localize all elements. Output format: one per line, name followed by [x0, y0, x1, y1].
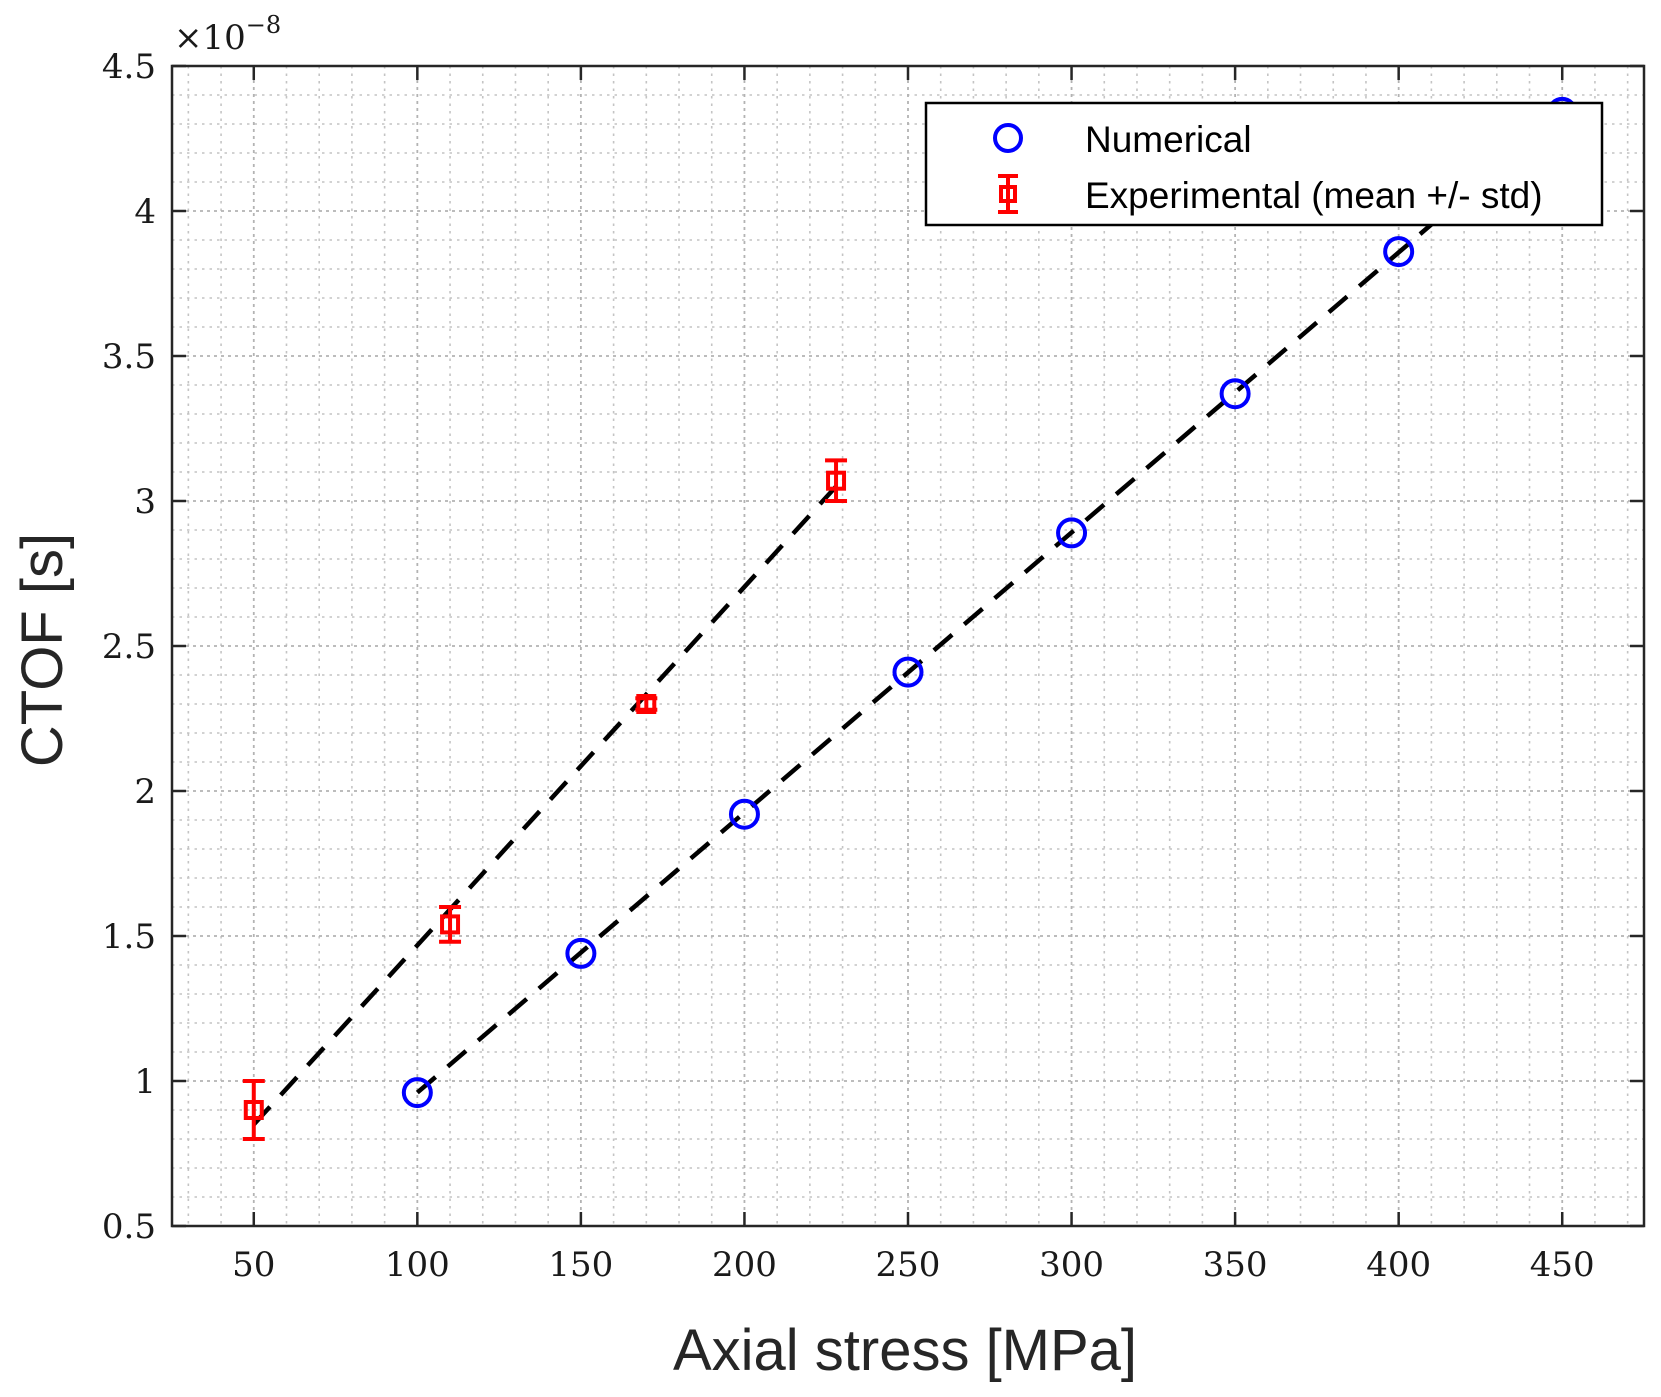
y-tick-label: 3 — [134, 482, 156, 522]
numerical-point — [565, 937, 597, 969]
experimental-marker — [243, 1100, 264, 1120]
x-axis-title: Axial stress [MPa] — [673, 1318, 1137, 1383]
data-series — [242, 96, 1578, 1141]
x-tick-label: 150 — [548, 1245, 613, 1285]
x-tick-label: 350 — [1203, 1245, 1268, 1285]
x-tick-label: 250 — [876, 1245, 941, 1285]
y-tick-label: 2 — [134, 772, 156, 812]
experimental-marker — [826, 470, 847, 491]
y-tick-label: 1 — [134, 1062, 156, 1102]
x-tick-label: 400 — [1366, 1245, 1431, 1285]
y-scale-exponent: −8 — [246, 11, 281, 39]
experimental-point — [242, 1079, 265, 1141]
experimental-point — [825, 458, 848, 503]
x-tick-label: 450 — [1530, 1245, 1595, 1285]
y-tick-label: 2.5 — [102, 627, 156, 667]
grid — [172, 65, 1644, 1227]
numerical-point — [728, 798, 760, 830]
x-tick-label: 300 — [1039, 1245, 1104, 1285]
legend-numerical-label: Numerical — [1085, 119, 1252, 160]
numerical-point — [1056, 517, 1088, 549]
legend-experimental-marker — [998, 174, 1018, 214]
numerical-point — [401, 1077, 433, 1109]
y-scale-multiplier: ×10−8 — [174, 11, 281, 58]
x-tick-label: 200 — [712, 1245, 777, 1285]
numerical-point — [892, 656, 924, 688]
numerical-point — [1383, 236, 1415, 268]
legend: Numerical Experimental (mean +/- std) — [924, 101, 1604, 227]
y-tick-label: 0.5 — [102, 1207, 156, 1247]
y-tick-label: 4 — [134, 192, 156, 232]
y-axis-title: CTOF [s] — [10, 533, 75, 767]
numerical-fit-line — [415, 110, 1564, 1095]
y-tick-label: 4.5 — [102, 47, 156, 87]
legend-box — [924, 101, 1604, 227]
legend-numerical-marker — [993, 123, 1023, 153]
y-tick-label: 3.5 — [102, 337, 156, 377]
x-tick-label: 50 — [232, 1245, 275, 1285]
legend-experimental-label: Experimental (mean +/- std) — [1085, 175, 1543, 216]
experimental-point — [635, 694, 658, 714]
fit-lines — [252, 110, 1564, 1127]
x-tick-label: 100 — [385, 1245, 450, 1285]
numerical-point — [1219, 378, 1251, 410]
y-tick-label: 1.5 — [102, 917, 156, 957]
experimental-point — [439, 905, 462, 944]
experimental-marker — [636, 694, 657, 714]
experimental-fit-line — [252, 484, 838, 1127]
axes: 50 100 150 200 250 300 350 400 450 0.5 1 1.5 2 2.5 3 3.… — [102, 47, 1646, 1285]
experimental-marker — [440, 914, 461, 935]
